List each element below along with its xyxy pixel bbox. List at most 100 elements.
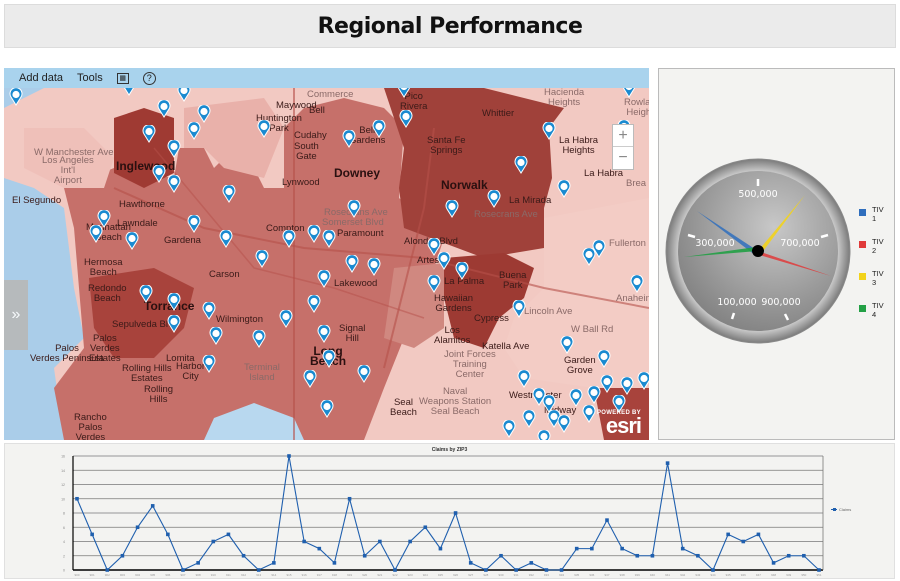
map-marker-pin-icon[interactable] [167, 293, 181, 311]
legend-label: Claims [839, 507, 852, 512]
map-marker-pin-icon[interactable] [522, 410, 536, 428]
map-marker-pin-icon[interactable] [345, 255, 359, 273]
map-marker-pin-icon[interactable] [320, 400, 334, 418]
map-marker-pin-icon[interactable] [487, 190, 501, 208]
map-marker-pin-icon[interactable] [187, 122, 201, 140]
map-marker-pin-icon[interactable] [9, 88, 23, 106]
map-marker-pin-icon[interactable] [582, 405, 596, 423]
map-marker-pin-icon[interactable] [537, 430, 551, 440]
basemap-icon[interactable]: ▦ [116, 72, 129, 84]
map-panel[interactable]: Add data Tools ▦ ? Inglewood W Manchester… [4, 68, 649, 440]
map-place-label: W Manchester Ave [34, 147, 114, 158]
map-marker-pin-icon[interactable] [167, 140, 181, 158]
map-marker-pin-icon[interactable] [620, 377, 634, 395]
expand-panel-button[interactable]: » [4, 280, 28, 350]
svg-text:921: 921 [377, 573, 382, 577]
map-marker-pin-icon[interactable] [157, 100, 171, 118]
map-marker-pin-icon[interactable] [532, 388, 546, 406]
svg-text:2: 2 [63, 554, 65, 558]
map-marker-pin-icon[interactable] [197, 105, 211, 123]
map-marker-pin-icon[interactable] [177, 84, 191, 102]
zoom-in-button[interactable]: + [613, 125, 633, 147]
tools-button[interactable]: Tools [77, 72, 103, 84]
map-marker-pin-icon[interactable] [89, 225, 103, 243]
svg-text:902: 902 [105, 573, 110, 577]
map-place-label: El Segundo [12, 195, 62, 206]
legend-item-tiv-2: TIV 2 [859, 237, 886, 257]
map-marker-pin-icon[interactable] [600, 375, 614, 393]
help-icon[interactable]: ? [142, 71, 156, 85]
map-marker-pin-icon[interactable] [557, 415, 571, 433]
map-marker-pin-icon[interactable] [542, 395, 556, 413]
zoom-out-button[interactable]: − [618, 149, 628, 166]
legend-item-tiv-3: TIV 3 [859, 269, 886, 289]
map-place-label: La Mirada [509, 195, 552, 206]
svg-text:950: 950 [801, 573, 806, 577]
map-place-label: Katella Ave [482, 341, 530, 352]
map-marker-pin-icon[interactable] [307, 225, 321, 243]
svg-text:700,000: 700,000 [780, 238, 819, 249]
map-marker-pin-icon[interactable] [372, 120, 386, 138]
map-marker-pin-icon[interactable] [202, 302, 216, 320]
map-marker-pin-icon[interactable] [592, 240, 606, 258]
map-marker-pin-icon[interactable] [557, 180, 571, 198]
map-marker-pin-icon[interactable] [322, 230, 336, 248]
map-canvas[interactable] [4, 88, 649, 440]
map-marker-pin-icon[interactable] [637, 372, 649, 390]
map-marker-pin-icon[interactable] [97, 210, 111, 228]
map-marker-pin-icon[interactable] [367, 258, 381, 276]
map-marker-pin-icon[interactable] [502, 420, 516, 438]
svg-text:941: 941 [665, 573, 670, 577]
map-marker-pin-icon[interactable] [142, 125, 156, 143]
map-marker-pin-icon[interactable] [347, 200, 361, 218]
map-marker-pin-icon[interactable] [445, 200, 459, 218]
map-marker-pin-icon[interactable] [569, 389, 583, 407]
map-marker-pin-icon[interactable] [322, 350, 336, 368]
map-marker-pin-icon[interactable] [125, 232, 139, 250]
map-marker-pin-icon[interactable] [317, 270, 331, 288]
map-marker-pin-icon[interactable] [255, 250, 269, 268]
map-marker-pin-icon[interactable] [307, 295, 321, 313]
map-place-label: Garden Grove [564, 355, 596, 376]
map-marker-pin-icon[interactable] [597, 350, 611, 368]
map-marker-pin-icon[interactable] [187, 215, 201, 233]
map-marker-pin-icon[interactable] [399, 110, 413, 128]
map-marker-pin-icon[interactable] [167, 175, 181, 193]
map-place-label: Rolling Hills Estates [122, 363, 172, 384]
map-marker-pin-icon[interactable] [139, 285, 153, 303]
map-marker-pin-icon[interactable] [317, 325, 331, 343]
map-place-label: Fullerton [609, 238, 646, 249]
map-marker-pin-icon[interactable] [547, 410, 561, 428]
map-marker-pin-icon[interactable] [209, 327, 223, 345]
map-marker-pin-icon[interactable] [279, 310, 293, 328]
map-marker-pin-icon[interactable] [219, 230, 233, 248]
map-marker-pin-icon[interactable] [437, 252, 451, 270]
map-marker-pin-icon[interactable] [514, 156, 528, 174]
map-marker-pin-icon[interactable] [517, 370, 531, 388]
map-marker-pin-icon[interactable] [342, 130, 356, 148]
map-marker-pin-icon[interactable] [252, 330, 266, 348]
map-marker-pin-icon[interactable] [357, 365, 371, 383]
map-marker-pin-icon[interactable] [587, 386, 601, 404]
map-marker-pin-icon[interactable] [582, 248, 596, 266]
map-marker-pin-icon[interactable] [427, 238, 441, 256]
svg-text:918: 918 [332, 573, 337, 577]
map-marker-pin-icon[interactable] [222, 185, 236, 203]
map-marker-pin-icon[interactable] [455, 262, 469, 280]
map-marker-pin-icon[interactable] [303, 370, 317, 388]
map-marker-pin-icon[interactable] [427, 275, 441, 293]
svg-text:900: 900 [74, 573, 79, 577]
map-marker-pin-icon[interactable] [542, 122, 556, 140]
map-marker-pin-icon[interactable] [512, 300, 526, 318]
map-marker-pin-icon[interactable] [282, 230, 296, 248]
map-marker-pin-icon[interactable] [257, 120, 271, 138]
add-data-button[interactable]: Add data [19, 72, 64, 84]
map-marker-pin-icon[interactable] [630, 275, 644, 293]
map-marker-pin-icon[interactable] [202, 355, 216, 373]
map-place-label: Torrance [144, 299, 195, 313]
map-marker-pin-icon[interactable] [612, 395, 626, 413]
map-marker-pin-icon[interactable] [167, 315, 181, 333]
map-marker-pin-icon[interactable] [560, 336, 574, 354]
svg-text:947: 947 [756, 573, 761, 577]
map-marker-pin-icon[interactable] [152, 165, 166, 183]
